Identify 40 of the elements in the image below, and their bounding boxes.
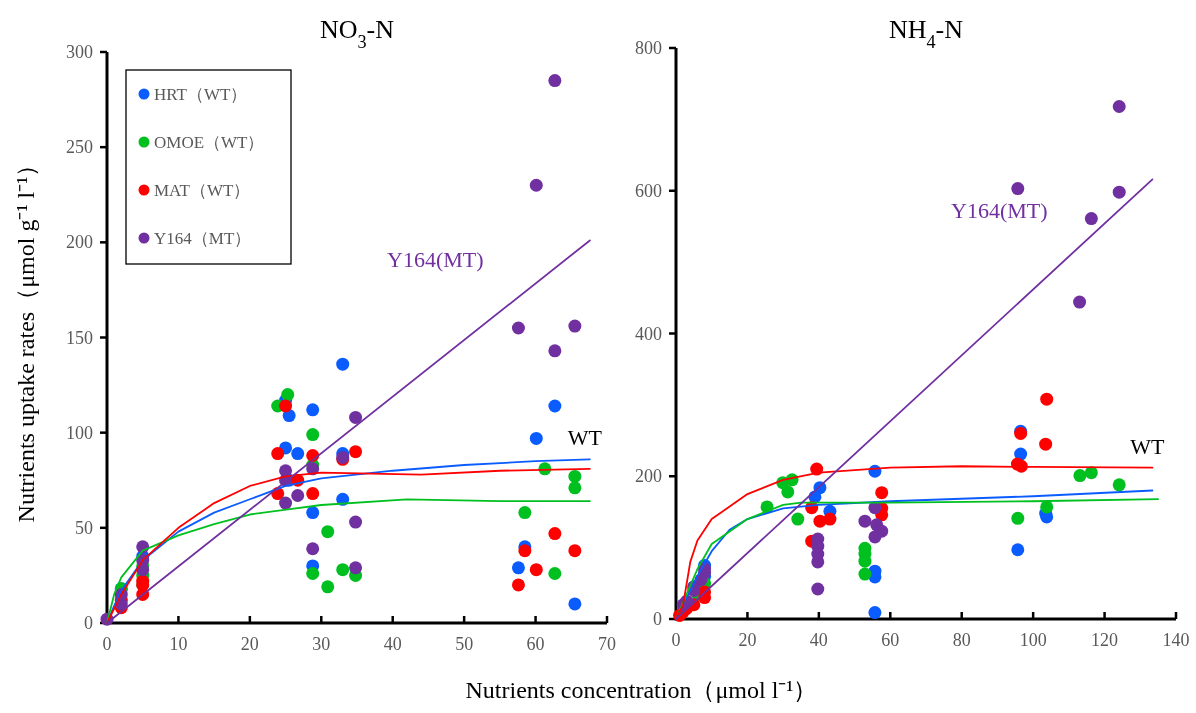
- x-tick-label: 10: [169, 634, 188, 654]
- y-tick-label: 200: [66, 232, 93, 253]
- y-tick-label: 100: [66, 422, 93, 443]
- y-tick-label: 600: [635, 180, 662, 201]
- x-tick-label: 70: [598, 634, 616, 654]
- x-tick-label: 0: [671, 630, 681, 650]
- y-axis-title: Nutrients uptake rates（μmol g⁻¹ l⁻¹）: [13, 152, 39, 523]
- y-tick-label: 400: [635, 323, 662, 344]
- x-tick-label: 30: [312, 634, 331, 654]
- x-tick-label: 60: [881, 630, 900, 650]
- x-tick-label: 60: [526, 634, 545, 654]
- series-label: Y164(MT): [387, 246, 484, 272]
- y-tick-label: 150: [66, 327, 93, 348]
- legend-label: MAT（WT）: [154, 181, 251, 200]
- x-tick-label: 20: [240, 634, 259, 654]
- y-tick-label: 200: [635, 466, 662, 487]
- y-tick-label: 50: [75, 517, 93, 538]
- chart-title: NO$_{3}$-N: [319, 15, 395, 52]
- annotation: WT: [567, 425, 603, 451]
- x-tick-label: 40: [809, 630, 828, 650]
- x-tick-label: 20: [738, 630, 757, 650]
- x-tick-label: 100: [1019, 630, 1047, 650]
- chart-title: NH$_{4}$-N: [888, 15, 964, 52]
- y-tick-label: 800: [635, 38, 662, 58]
- y-tick-label: 250: [66, 137, 93, 158]
- x-axis-title: Nutrients concentration（μmol l⁻¹）: [465, 677, 818, 703]
- legend-label: OMOE（WT）: [154, 133, 265, 152]
- legend-label: Y164（MT）: [154, 229, 252, 248]
- annotation: WT: [1130, 433, 1165, 459]
- legend-label: HRT（WT）: [154, 85, 248, 104]
- x-tick-label: 140: [1162, 630, 1190, 650]
- series-label: Y164(MT): [951, 198, 1048, 224]
- y-tick-label: 300: [66, 42, 93, 62]
- y-tick-label: 0: [84, 613, 93, 633]
- y-tick-label: 0: [653, 609, 662, 629]
- x-tick-label: 80: [952, 630, 971, 650]
- x-tick-label: 50: [455, 634, 474, 654]
- x-tick-label: 0: [102, 634, 112, 654]
- x-tick-label: 120: [1091, 630, 1119, 650]
- x-tick-label: 40: [383, 634, 402, 654]
